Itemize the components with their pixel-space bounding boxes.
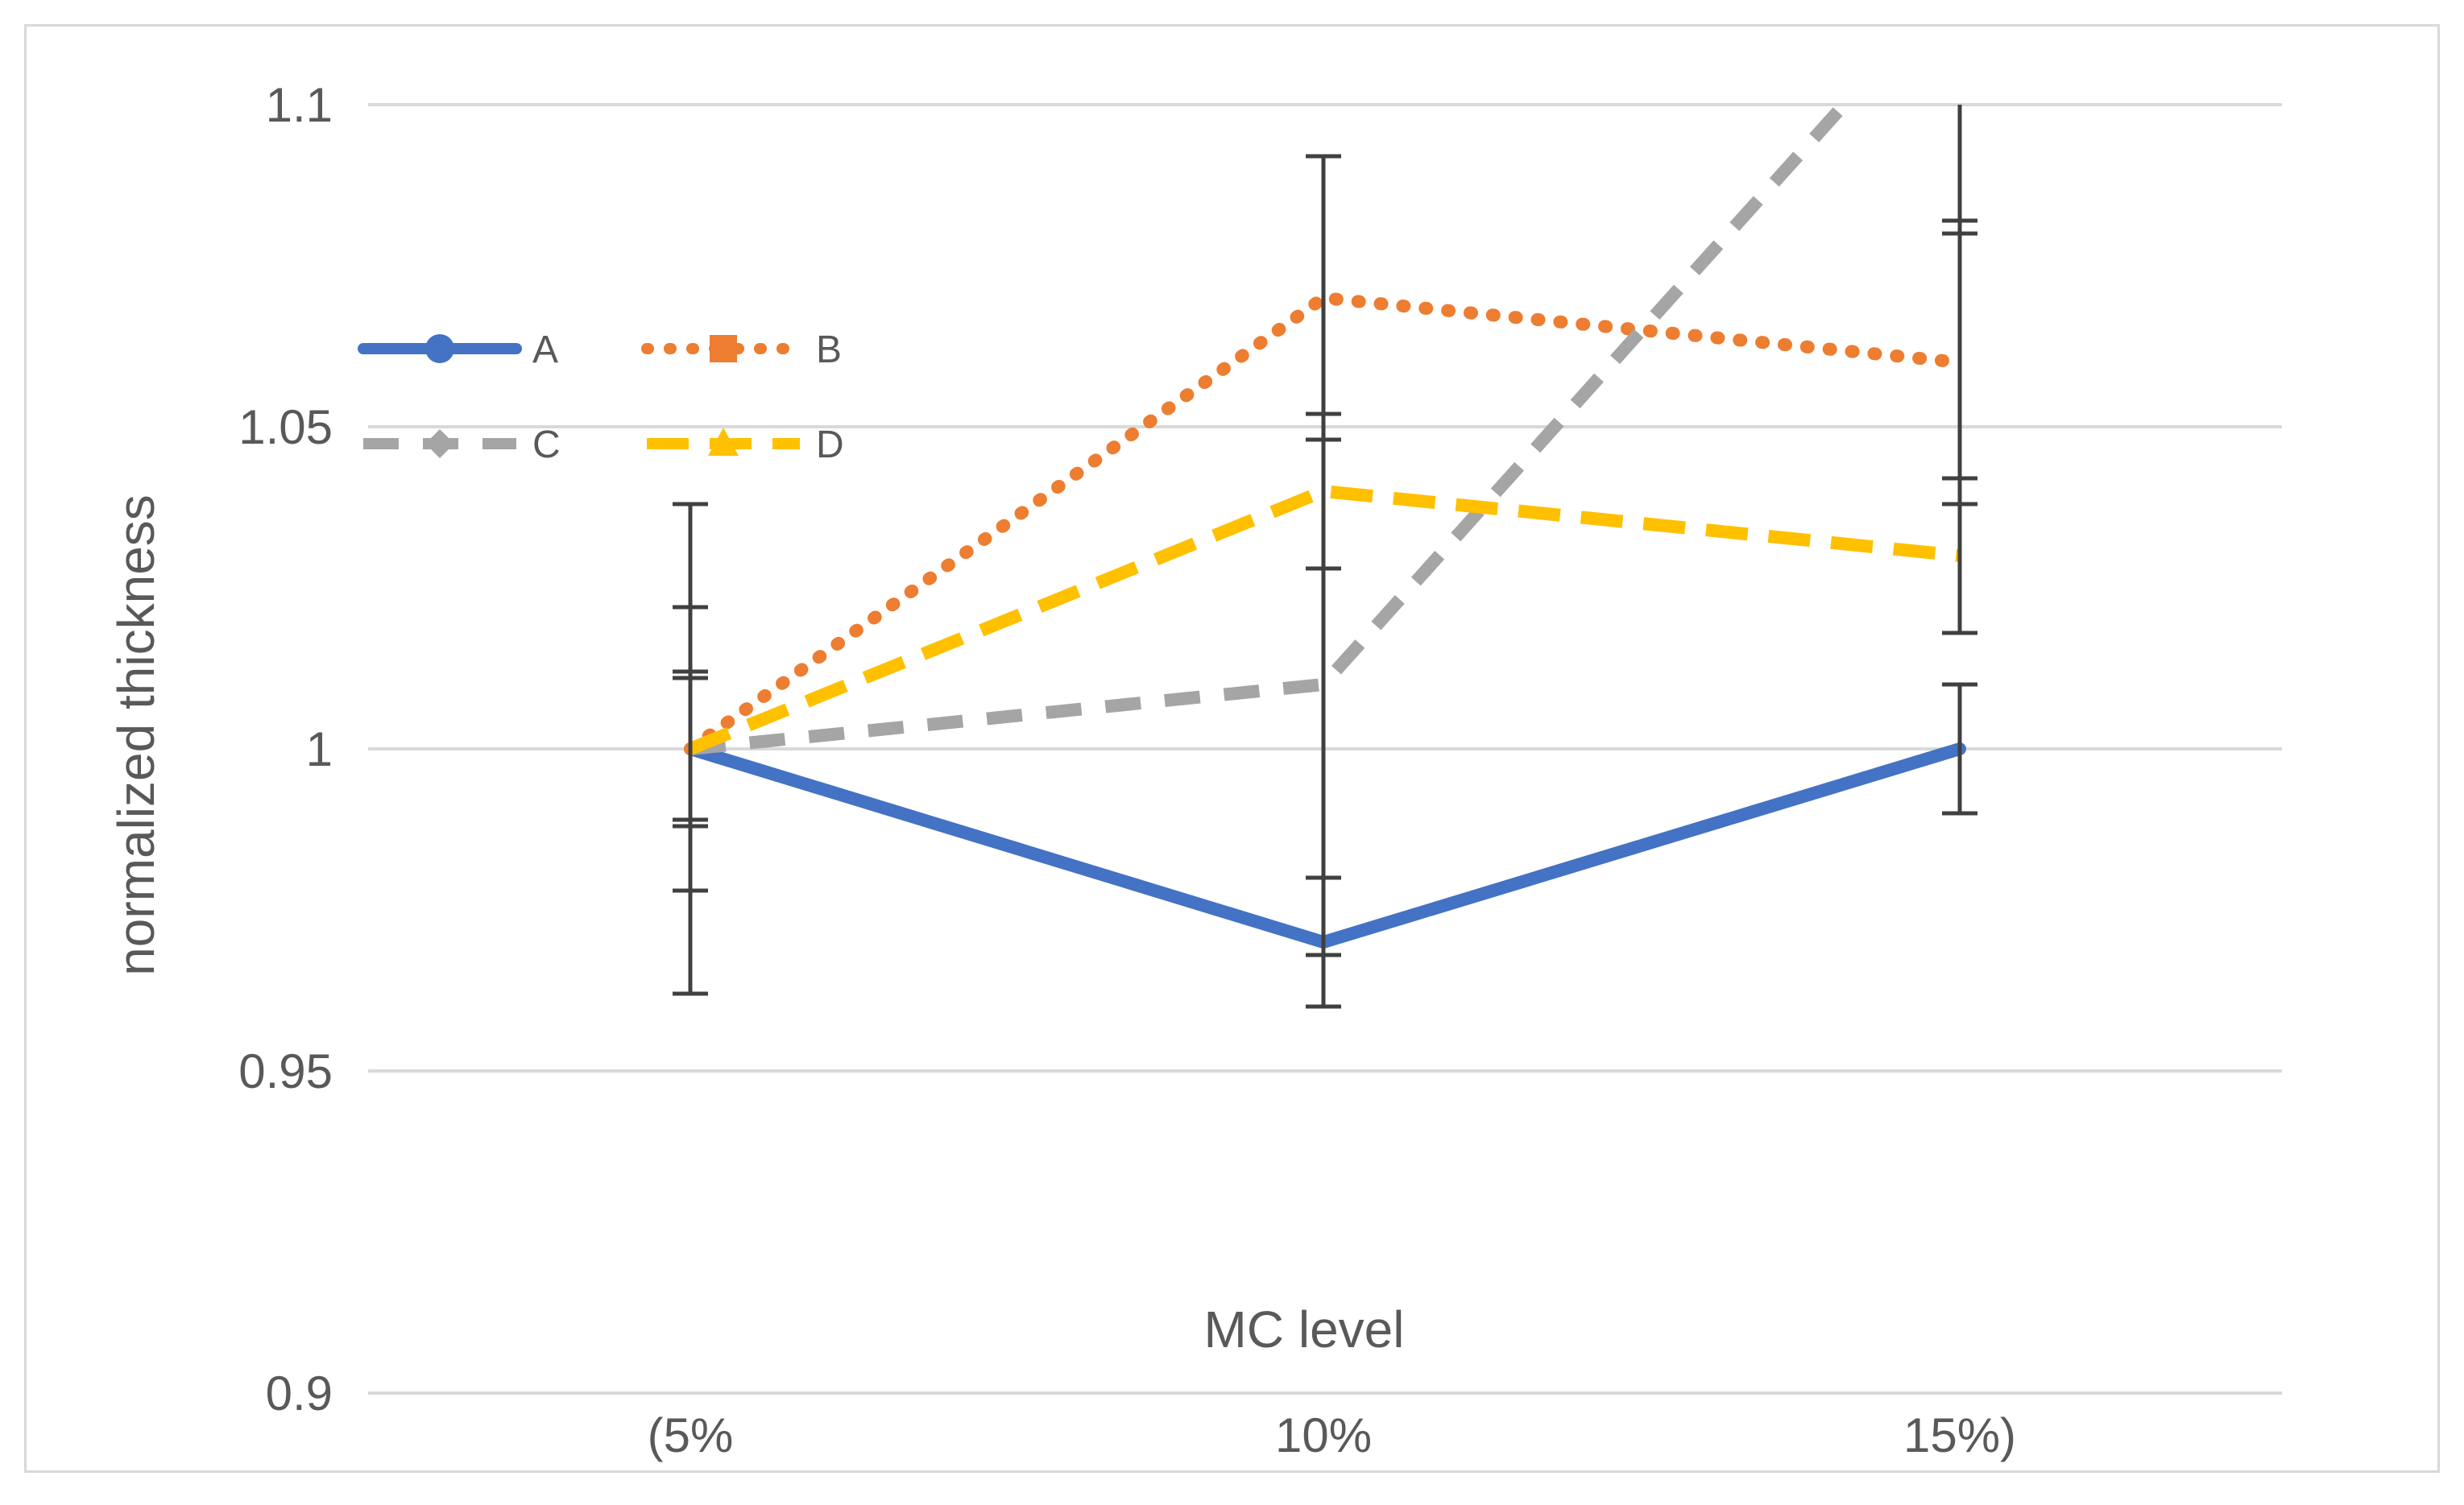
y-tick-label: 0.95 — [238, 1044, 333, 1098]
legend-label-b: B — [816, 329, 842, 371]
error-bars — [673, 105, 1977, 1009]
y-tick-label: 1 — [306, 722, 333, 776]
legend-label-c: C — [532, 424, 561, 466]
chart-frame: 0.9 0.95 1 1.05 1.1 (5% 10% 15%) normalized th… — [24, 24, 2440, 1473]
y-axis-title: normalized thickness — [107, 494, 165, 976]
y-tick-label: 0.9 — [266, 1366, 333, 1420]
legend-marker-d — [708, 428, 739, 456]
y-tick-label: 1.05 — [238, 400, 333, 454]
legend-label-a: A — [532, 329, 558, 371]
x-axis-ticks: (5% 10% 15%) — [648, 1408, 2016, 1462]
line-chart: 0.9 0.95 1 1.05 1.1 (5% 10% 15%) normalized th… — [107, 78, 2282, 1462]
y-axis-ticks: 0.9 0.95 1 1.05 1.1 — [238, 78, 333, 1420]
legend-marker-a — [425, 334, 454, 363]
x-tick-label: 15%) — [1903, 1408, 2016, 1462]
series-line-c — [690, 105, 1853, 755]
x-tick-label: 10% — [1275, 1408, 1372, 1462]
y-tick-label: 1.1 — [266, 78, 333, 132]
legend-marker-b — [710, 335, 737, 362]
x-tick-label: (5% — [648, 1408, 734, 1462]
legend-label-d: D — [816, 424, 844, 466]
series-line-d — [687, 485, 1961, 755]
x-axis-title: MC level — [1204, 1300, 1405, 1358]
legend: A B C D — [358, 329, 844, 466]
legend-marker-c — [425, 429, 454, 458]
